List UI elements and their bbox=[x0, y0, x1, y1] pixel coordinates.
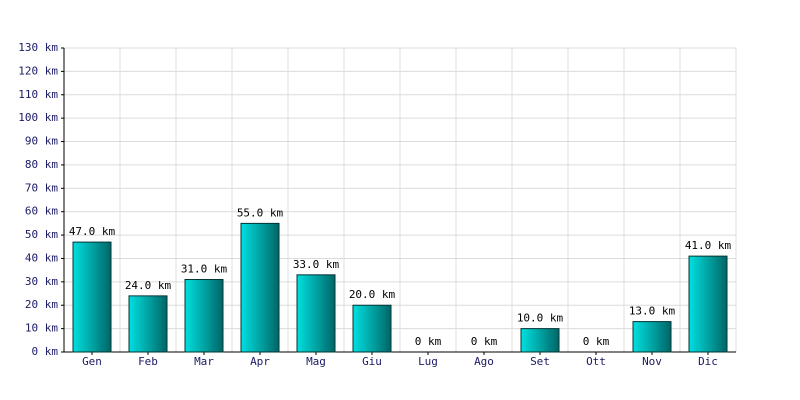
value-label: 31.0 km bbox=[181, 263, 228, 276]
bar bbox=[520, 328, 560, 353]
x-tick-label: Ago bbox=[474, 355, 494, 368]
x-tick-label: Lug bbox=[418, 355, 438, 368]
value-label: 10.0 km bbox=[517, 312, 564, 325]
value-label: 0 km bbox=[471, 335, 498, 348]
bar bbox=[184, 279, 224, 353]
y-tick-label: 30 km bbox=[25, 275, 58, 288]
value-label: 24.0 km bbox=[125, 279, 172, 292]
y-tick-label: 10 km bbox=[25, 322, 58, 335]
y-tick-label: 90 km bbox=[25, 135, 58, 148]
value-label: 0 km bbox=[583, 335, 610, 348]
y-tick-label: 130 km bbox=[18, 41, 58, 54]
x-tick-label: Mag bbox=[306, 355, 326, 368]
bar bbox=[296, 274, 336, 353]
value-label: 55.0 km bbox=[237, 206, 284, 219]
bar bbox=[688, 255, 728, 353]
value-label: 0 km bbox=[415, 335, 442, 348]
x-tick-label: Gen bbox=[82, 355, 102, 368]
value-label: 41.0 km bbox=[685, 239, 732, 252]
value-label: 20.0 km bbox=[349, 288, 396, 301]
bar bbox=[72, 241, 112, 353]
x-tick-label: Giu bbox=[362, 355, 382, 368]
value-label: 13.0 km bbox=[629, 305, 676, 318]
y-tick-label: 80 km bbox=[25, 158, 58, 171]
y-tick-label: 100 km bbox=[18, 111, 58, 124]
y-tick-label: 110 km bbox=[18, 88, 58, 101]
x-tick-label: Nov bbox=[642, 355, 662, 368]
y-tick-label: 20 km bbox=[25, 298, 58, 311]
y-tick-label: 70 km bbox=[25, 181, 58, 194]
value-label: 47.0 km bbox=[69, 225, 116, 238]
bar bbox=[632, 321, 672, 353]
x-tick-label: Mar bbox=[194, 355, 214, 368]
y-tick-label: 50 km bbox=[25, 228, 58, 241]
x-tick-label: Ott bbox=[586, 355, 606, 368]
x-tick-label: Apr bbox=[250, 355, 270, 368]
y-tick-label: 60 km bbox=[25, 205, 58, 218]
bar bbox=[240, 222, 280, 353]
x-tick-label: Set bbox=[530, 355, 550, 368]
y-tick-label: 40 km bbox=[25, 251, 58, 264]
x-tick-label: Feb bbox=[138, 355, 158, 368]
y-tick-label: 120 km bbox=[18, 64, 58, 77]
bar bbox=[352, 304, 392, 353]
y-tick-label: 0 km bbox=[32, 345, 59, 358]
value-label: 33.0 km bbox=[293, 258, 340, 271]
bar bbox=[128, 295, 168, 353]
x-tick-label: Dic bbox=[698, 355, 718, 368]
